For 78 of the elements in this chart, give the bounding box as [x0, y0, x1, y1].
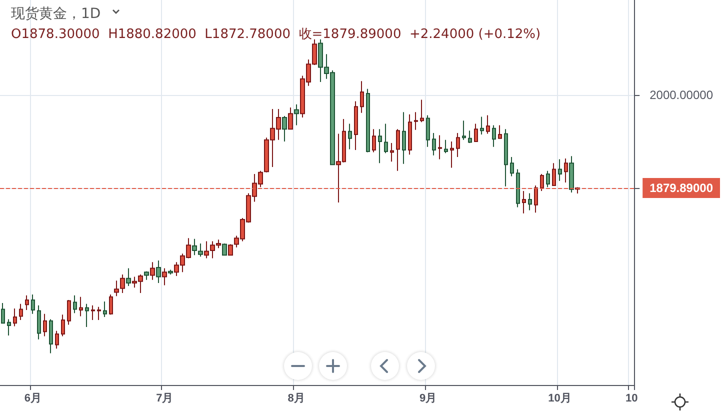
- y-tick-label: 1879.89000: [650, 180, 714, 195]
- candlestick: [390, 142, 394, 162]
- candlestick: [294, 104, 299, 126]
- candlestick: [168, 269, 173, 275]
- candlestick: [462, 120, 466, 140]
- candlestick: [402, 112, 406, 164]
- candlestick: [558, 158, 562, 182]
- candlestick: [25, 294, 29, 311]
- candlestick: [546, 170, 550, 188]
- candlestick: [31, 294, 35, 314]
- x-tick-label: 6月: [24, 392, 42, 404]
- candlestick: [450, 140, 454, 168]
- candlestick: [474, 123, 478, 142]
- x-tick-label: 9月: [419, 392, 437, 404]
- candlestick: [91, 304, 95, 321]
- candlestick: [468, 130, 472, 144]
- candlestick: [13, 308, 17, 327]
- x-tick-label: 7月: [156, 392, 174, 404]
- candlestick: [420, 99, 424, 123]
- candlestick: [288, 106, 293, 130]
- candlestick: [67, 299, 71, 326]
- candlestick: [79, 296, 83, 317]
- candlestick: [426, 114, 430, 148]
- candlestick: [61, 314, 65, 337]
- candlestick: [366, 88, 370, 153]
- candlestick: [480, 116, 484, 136]
- candlestick: [378, 128, 382, 164]
- candlestick: [348, 123, 352, 150]
- candlestick: [486, 114, 490, 134]
- candlestick: [504, 128, 508, 187]
- candlestick: [564, 158, 568, 183]
- candlestick: [156, 260, 161, 284]
- candlestick: [126, 268, 131, 287]
- candlestick: [19, 303, 23, 321]
- candlestick: [55, 330, 59, 350]
- candlestick: [7, 318, 11, 336]
- candlestick: [43, 313, 47, 337]
- candlestick: [438, 134, 442, 160]
- candlestick: [150, 262, 155, 280]
- candlestick: [498, 124, 502, 139]
- candlestick: [552, 162, 556, 186]
- candlestick: [204, 240, 209, 259]
- candlestick: [522, 190, 526, 214]
- candlestick: [103, 301, 107, 318]
- candlestick: [492, 124, 496, 148]
- candlestick: [192, 238, 197, 256]
- candlestick: [144, 270, 149, 280]
- text: O1878.30000 H1880.82000 L1872.78000 收=1879.89000 +2.24000 (+0.12%): [11, 27, 541, 42]
- candlestick: [444, 139, 448, 154]
- candlestick: [282, 115, 287, 142]
- candlestick: [414, 112, 418, 130]
- candlestick: [528, 192, 532, 211]
- candlestick: [396, 128, 400, 172]
- candlestick: [408, 114, 412, 156]
- candlestick: [85, 303, 89, 328]
- candlestick: [516, 168, 520, 208]
- candlestick: [109, 294, 113, 316]
- candlestick: [49, 318, 53, 354]
- candlestick: [73, 294, 77, 314]
- candlestick: [354, 100, 358, 150]
- candlestick: [510, 156, 514, 177]
- candlestick: [569, 156, 574, 193]
- candlestick: [456, 132, 460, 158]
- x-tick-label: 10月: [548, 392, 572, 404]
- candlestick: [432, 132, 436, 156]
- candlestick: [37, 304, 41, 340]
- chart-title: 现货黄金，1D: [11, 6, 101, 22]
- candlestick: [360, 80, 364, 114]
- candlestick: [162, 268, 167, 286]
- candlestick: [1, 302, 5, 324]
- candlestick: [222, 243, 227, 256]
- candlestick: [198, 243, 203, 258]
- candlestick: [372, 128, 376, 153]
- candlestick: [97, 306, 101, 321]
- candlestick: [384, 123, 388, 154]
- x-tick-label: 10: [625, 392, 638, 404]
- y-tick-label: 2000.00000: [650, 88, 714, 102]
- x-tick-label: 8月: [288, 392, 305, 404]
